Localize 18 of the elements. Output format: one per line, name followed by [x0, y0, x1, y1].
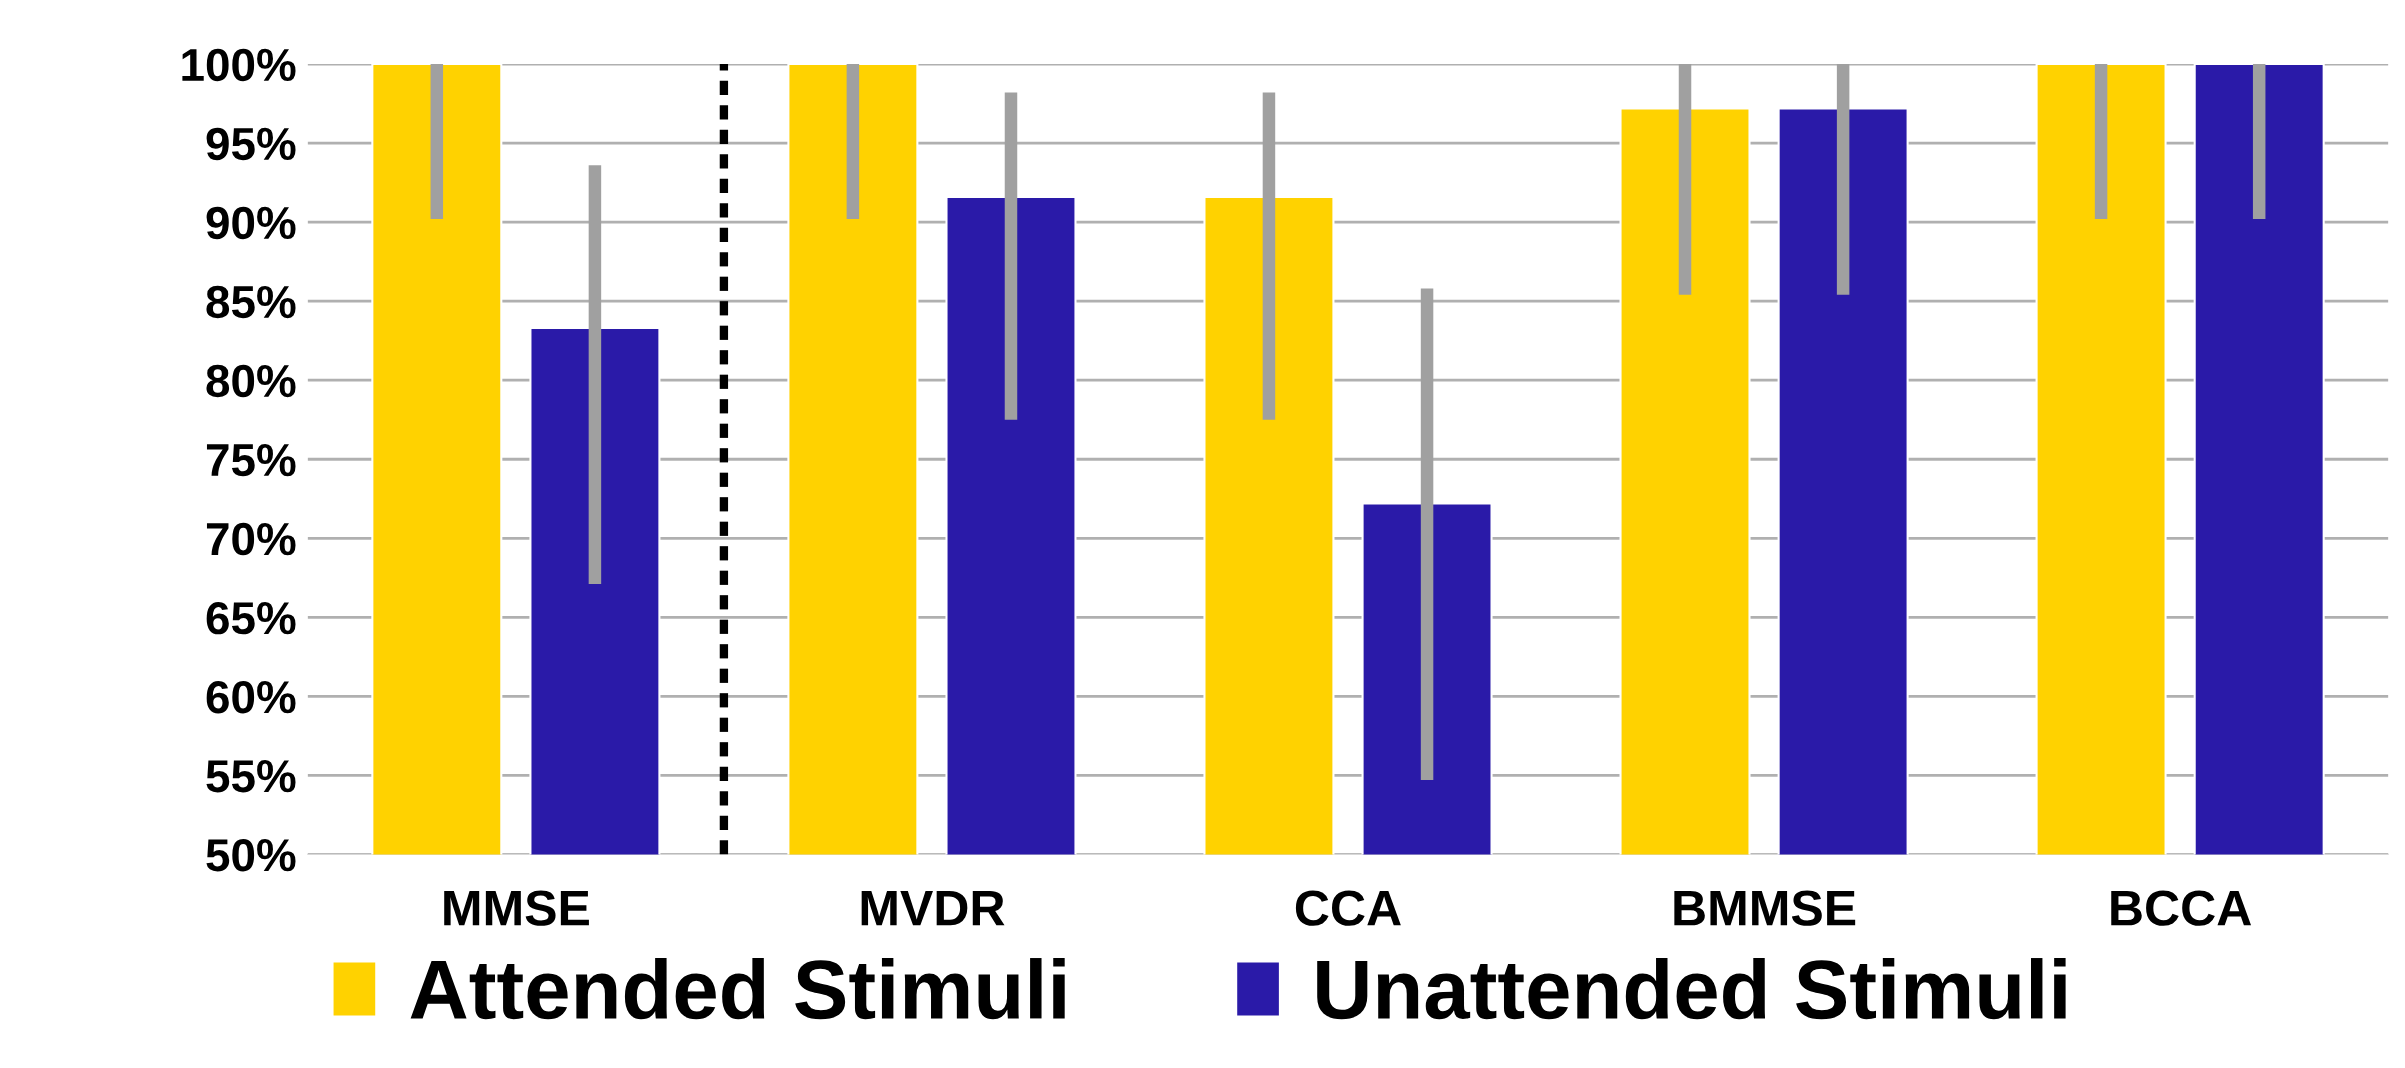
x-tick-label: MVDR [861, 890, 1005, 926]
x-tick-label: BMMSE [1674, 890, 1856, 926]
y-tick-label: 95% [206, 127, 296, 161]
y-tick-label: 50% [206, 839, 296, 872]
legend-label: Attended Stimuli [410, 958, 1065, 1020]
x-tick-label: CCA [1295, 890, 1401, 926]
y-tick-label: 55% [206, 760, 296, 793]
legend-label: Unattended Stimuli [1317, 958, 2066, 1020]
x-tick-label: MMSE [444, 890, 589, 926]
y-tick-label: 70% [206, 522, 296, 556]
y-tick-label: 90% [206, 206, 296, 240]
y-tick-label: 100% [182, 48, 296, 82]
y-tick-label: 65% [206, 601, 296, 635]
x-tick-label: BCCA [2111, 890, 2252, 926]
y-tick-label: 60% [206, 680, 296, 714]
y-tick-label: 80% [206, 364, 296, 398]
y-tick-label: 75% [206, 443, 296, 477]
y-tick-label: 85% [206, 285, 296, 319]
